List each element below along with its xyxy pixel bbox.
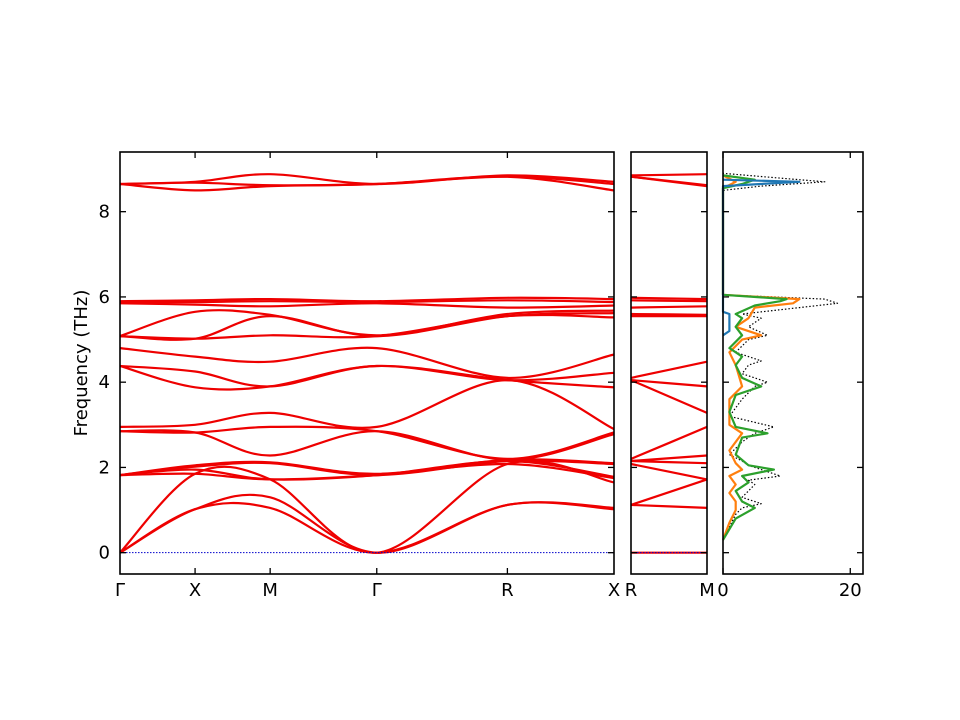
band-line: [630, 425, 708, 460]
band-line: [119, 309, 615, 338]
dos-y-ticks: [723, 211, 863, 554]
main-y-ticks: 0 2 4 6 8: [99, 202, 614, 564]
x-tick-label: X: [608, 580, 620, 601]
side-band-lines: [630, 173, 708, 554]
x-tick-label: R: [625, 580, 638, 601]
band-line: [630, 173, 708, 177]
band-line: [119, 296, 615, 303]
band-line: [119, 346, 615, 380]
side-y-ticks: [631, 211, 707, 554]
band-line: [119, 364, 615, 388]
band-line: [630, 312, 708, 316]
x-tick-label: X: [189, 580, 201, 601]
band-main-panel: Γ X M Γ R X 0 2 4 6 8: [99, 151, 620, 601]
dos-x-tick-label: 0: [717, 580, 728, 601]
x-tick-label: M: [699, 580, 715, 601]
dos-lines: [721, 172, 839, 541]
y-tick-label: 2: [99, 457, 110, 478]
band-line: [630, 503, 708, 509]
band-line: [630, 459, 708, 465]
dos-curve: [721, 178, 801, 337]
band-line: [119, 173, 615, 186]
band-line: [630, 379, 708, 388]
band-line: [119, 459, 615, 481]
band-line: [119, 425, 615, 461]
y-tick-label: 0: [99, 543, 110, 564]
dos-curve: [721, 174, 801, 541]
y-tick-label: 8: [99, 202, 110, 223]
band-line: [119, 302, 615, 309]
y-axis-title: Frequency (THz): [71, 290, 92, 437]
dos-curve: [722, 172, 839, 541]
main-band-lines: [119, 173, 615, 554]
band-line: [119, 459, 615, 477]
band-line: [630, 296, 708, 301]
x-tick-label: Γ: [372, 580, 382, 601]
band-line: [630, 299, 708, 303]
x-tick-label: Γ: [115, 580, 125, 601]
x-tick-label: M: [262, 580, 278, 601]
band-line: [119, 364, 615, 391]
y-tick-label: 4: [99, 372, 110, 393]
band-line: [630, 175, 708, 187]
dos-x-tick-label: 20: [839, 580, 862, 601]
band-line: [630, 360, 708, 379]
main-frame: [119, 151, 615, 575]
x-tick-label: R: [501, 580, 514, 601]
band-line: [630, 478, 708, 506]
band-line: [630, 462, 708, 481]
band-line: [119, 459, 615, 554]
band-line: [630, 305, 708, 309]
dos-curve: [721, 174, 788, 541]
dos-frame: [722, 151, 864, 575]
dos-panel: 0 20: [717, 151, 864, 601]
band-line: [119, 378, 615, 431]
side-frame: [630, 151, 708, 575]
y-tick-label: 6: [99, 287, 110, 308]
band-line: [630, 454, 708, 463]
